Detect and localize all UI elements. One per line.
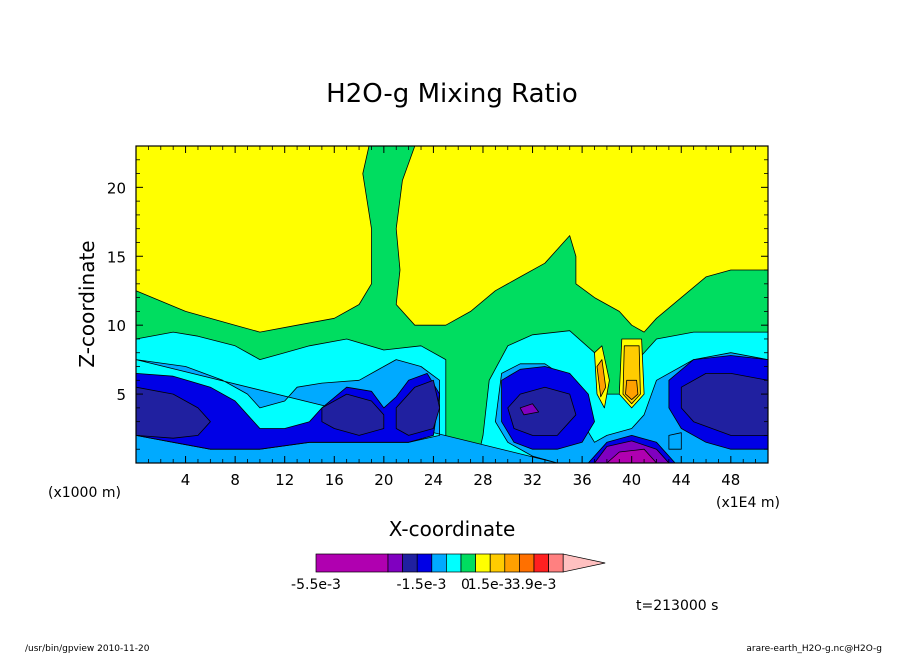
- colorbar-swatch: [315, 553, 389, 573]
- colorbar-swatch: [446, 553, 462, 573]
- contour-region-11: [519, 403, 540, 416]
- colorbar: [315, 553, 606, 573]
- colorbar-swatch: [519, 553, 535, 573]
- x-axis-label: X-coordinate: [389, 517, 516, 541]
- x-tick-label: 16: [325, 471, 344, 489]
- colorbar-swatch: [387, 553, 403, 573]
- contour-region-6: [135, 386, 211, 439]
- colorbar-label: 0: [461, 577, 470, 593]
- x-tick-label: 12: [275, 471, 294, 489]
- colorbar-swatch: [548, 553, 564, 573]
- contour-region-20: [596, 359, 607, 398]
- colorbar-swatch: [504, 553, 520, 573]
- colorbar-labels: -5.5e-3 -1.5e-3 01.5e-33.9e-3: [291, 577, 556, 593]
- chart-title: H2O-g Mixing Ratio: [326, 79, 578, 109]
- footer-right: arare-earth_H2O-g.nc@H2O-g: [746, 644, 882, 654]
- colorbar-label: -5.5e-3: [291, 577, 341, 593]
- colorbar-swatch: [431, 553, 447, 573]
- colorbar-swatch: [402, 553, 418, 573]
- colorbar-label: -1.5e-3: [397, 577, 447, 593]
- colorbar-swatch: [416, 553, 433, 573]
- y-tick-label: 15: [107, 248, 126, 266]
- contour-region-18: [625, 379, 639, 400]
- y-unit-label: (x1000 m): [48, 485, 121, 501]
- time-annotation: t=213000 s: [636, 598, 718, 614]
- x-ticks: 4 8 12 16 20 24 28 32 36 40 44 48: [147, 146, 757, 489]
- plot-frame: [135, 145, 769, 464]
- x-tick-label: 48: [721, 471, 740, 489]
- y-axis-label: Z-coordinate: [75, 240, 99, 367]
- footer-left: /usr/bin/gpview 2010-11-20: [25, 644, 150, 654]
- colorbar-label: 1.5e-3: [468, 577, 513, 593]
- colorbar-label: 3.9e-3: [512, 577, 557, 593]
- colorbar-swatch: [533, 553, 549, 573]
- x-tick-label: 28: [473, 471, 492, 489]
- x-unit-label: (x1E4 m): [716, 495, 780, 511]
- y-ticks: 5 10 15 20: [107, 159, 768, 450]
- x-tick-label: 32: [523, 471, 542, 489]
- x-tick-label: 44: [672, 471, 691, 489]
- x-tick-label: 36: [573, 471, 592, 489]
- colorbar-swatch: [460, 553, 476, 573]
- contour-regions: [135, 145, 769, 464]
- x-tick-label: 8: [230, 471, 240, 489]
- x-tick-label: 24: [424, 471, 443, 489]
- contour-region-8: [395, 379, 440, 436]
- colorbar-swatch: [475, 553, 491, 573]
- contour-region-7: [321, 393, 385, 436]
- y-tick-label: 20: [107, 179, 126, 197]
- y-tick-label: 10: [107, 317, 126, 335]
- x-tick-label: 20: [374, 471, 393, 489]
- x-tick-label: 40: [622, 471, 641, 489]
- contour-region-9: [507, 386, 577, 436]
- y-tick-label: 5: [116, 386, 126, 404]
- colorbar-swatch: [489, 553, 506, 573]
- colorbar-arrow: [562, 553, 606, 573]
- contour-region-15: [668, 432, 682, 450]
- x-tick-label: 4: [181, 471, 191, 489]
